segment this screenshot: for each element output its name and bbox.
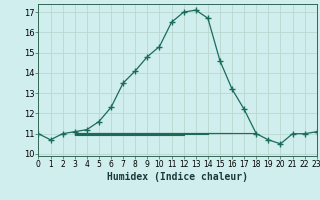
X-axis label: Humidex (Indice chaleur): Humidex (Indice chaleur) <box>107 172 248 182</box>
